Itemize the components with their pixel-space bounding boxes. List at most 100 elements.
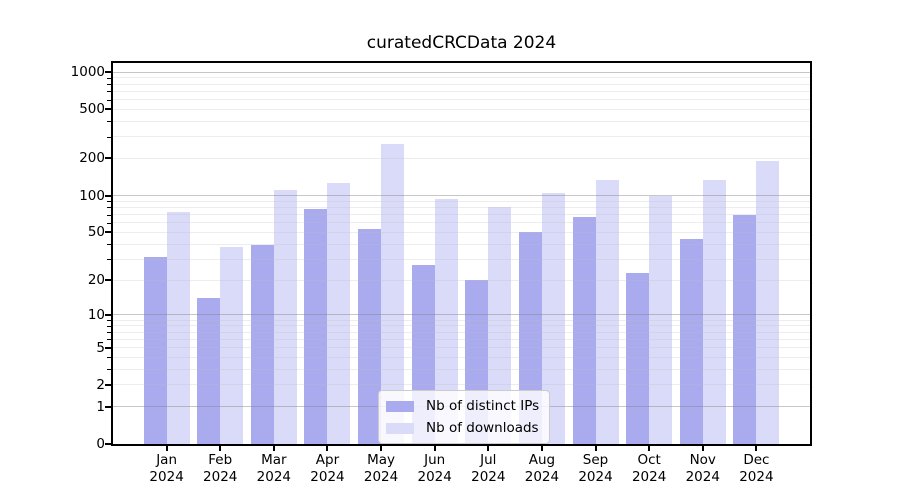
gridline-y-600 (113, 99, 810, 100)
x-tick-mark-oct (648, 446, 651, 451)
y-tick-mark-500 (105, 108, 111, 111)
legend: Nb of distinct IPs Nb of downloads (378, 390, 551, 444)
gridline-y-2 (113, 384, 810, 386)
x-tick-mark-aug (540, 446, 543, 451)
x-tick-mark-nov (701, 446, 704, 451)
y-tick-label-1000: 1000 (70, 64, 105, 81)
y-tick-mark-10 (105, 313, 111, 316)
y-minor-tick-mark-7 (107, 332, 111, 334)
gridline-y-8 (113, 325, 810, 327)
y-tick-label-5: 5 (96, 339, 105, 356)
x-tick-label-nov: Nov 2024 (685, 452, 720, 485)
y-tick-mark-200 (105, 157, 111, 160)
gridline-y-40 (113, 243, 810, 245)
y-tick-mark-1000 (105, 71, 111, 74)
x-tick-label-apr: Apr 2024 (310, 452, 345, 485)
gridline-y-400 (113, 120, 810, 122)
gridline-y-900 (113, 77, 810, 79)
y-minor-tick-mark-4 (107, 357, 111, 359)
bar-nb-of-downloads-apr (327, 182, 351, 444)
legend-swatch-distinct-ips-icon (386, 400, 414, 412)
grid-layer (113, 63, 810, 444)
legend-label-downloads: Nb of downloads (426, 420, 539, 436)
bar-nb-of-downloads-dec (756, 160, 780, 444)
x-tick-mark-dec (755, 446, 758, 451)
bar-nb-of-downloads-oct (649, 195, 673, 444)
y-tick-label-10: 10 (87, 306, 105, 323)
bar-nb-of-distinct-ips-oct (626, 272, 650, 444)
legend-label-distinct-ips: Nb of distinct IPs (426, 398, 540, 414)
gridline-y-6 (113, 338, 810, 340)
y-minor-tick-mark-300 (107, 136, 111, 138)
legend-item-downloads: Nb of downloads (386, 419, 539, 437)
plot-area: Nb of distinct IPs Nb of downloads (111, 61, 812, 446)
x-tick-label-aug: Aug 2024 (524, 452, 560, 485)
x-tick-label-dec: Dec 2024 (739, 452, 774, 485)
y-minor-tick-mark-400 (107, 121, 111, 123)
y-minor-tick-mark-90 (107, 201, 111, 203)
y-minor-tick-mark-9 (107, 320, 111, 322)
y-tick-label-100: 100 (79, 187, 105, 204)
bar-nb-of-distinct-ips-dec (733, 214, 757, 444)
chart-title: curatedCRCData 2024 (366, 33, 557, 53)
x-tick-label-sep: Sep 2024 (578, 452, 613, 485)
y-minor-tick-mark-6 (107, 339, 111, 341)
bar-nb-of-downloads-feb (220, 246, 244, 444)
x-tick-mark-jul (487, 446, 490, 451)
gridline-y-9 (113, 319, 810, 321)
bar-nb-of-downloads-sep (595, 179, 619, 444)
bar-nb-of-downloads-jan (166, 212, 190, 444)
y-tick-label-200: 200 (79, 150, 105, 167)
y-tick-label-50: 50 (87, 224, 105, 241)
gridline-y-300 (113, 136, 810, 138)
gridline-y-60 (113, 222, 810, 224)
x-tick-mark-apr (326, 446, 329, 451)
x-tick-mark-sep (594, 446, 597, 451)
x-tick-label-feb: Feb 2024 (203, 452, 238, 485)
bar-nb-of-downloads-jun (434, 198, 458, 444)
bar-nb-of-distinct-ips-may (358, 229, 382, 444)
bar-nb-of-downloads-mar (273, 190, 297, 444)
gridline-y-700 (113, 90, 810, 92)
y-minor-tick-mark-600 (107, 99, 111, 101)
legend-item-distinct-ips: Nb of distinct IPs (386, 397, 539, 415)
y-minor-tick-mark-700 (107, 91, 111, 93)
gridline-y-10 (113, 314, 810, 316)
x-tick-label-jul: Jul 2024 (471, 452, 506, 485)
gridline-y-1000 (113, 71, 810, 73)
bar-nb-of-downloads-jul (488, 207, 512, 444)
bar-nb-of-distinct-ips-nov (679, 239, 703, 444)
x-tick-mark-feb (219, 446, 222, 451)
gridline-y-30 (113, 258, 810, 260)
gridline-y-80 (113, 206, 810, 208)
gridline-y-3 (113, 368, 810, 370)
bar-nb-of-downloads-aug (541, 193, 565, 444)
bars-layer (113, 63, 810, 444)
gridline-y-20 (113, 279, 810, 281)
y-tick-label-2: 2 (96, 376, 105, 393)
y-minor-tick-mark-70 (107, 214, 111, 216)
gridline-y-50 (113, 231, 810, 233)
x-tick-mark-may (380, 446, 383, 451)
gridline-y-7 (113, 331, 810, 333)
y-tick-label-0: 0 (96, 436, 105, 452)
y-tick-label-500: 500 (79, 101, 105, 118)
x-tick-mark-jan (165, 446, 168, 451)
y-minor-tick-mark-8 (107, 325, 111, 327)
x-tick-label-mar: Mar 2024 (256, 452, 292, 485)
y-minor-tick-mark-60 (107, 222, 111, 224)
y-minor-tick-mark-80 (107, 207, 111, 209)
gridline-y-90 (113, 200, 810, 202)
x-tick-label-jan: Jan 2024 (149, 452, 184, 485)
gridline-y-5 (113, 347, 810, 349)
x-tick-mark-jun (433, 446, 436, 451)
x-tick-label-may: May 2024 (363, 452, 399, 485)
gridline-y-100 (113, 195, 810, 197)
legend-swatch-downloads-icon (386, 422, 414, 434)
y-tick-mark-2 (105, 383, 111, 386)
y-tick-mark-50 (105, 231, 111, 234)
y-minor-tick-mark-3 (107, 369, 111, 371)
